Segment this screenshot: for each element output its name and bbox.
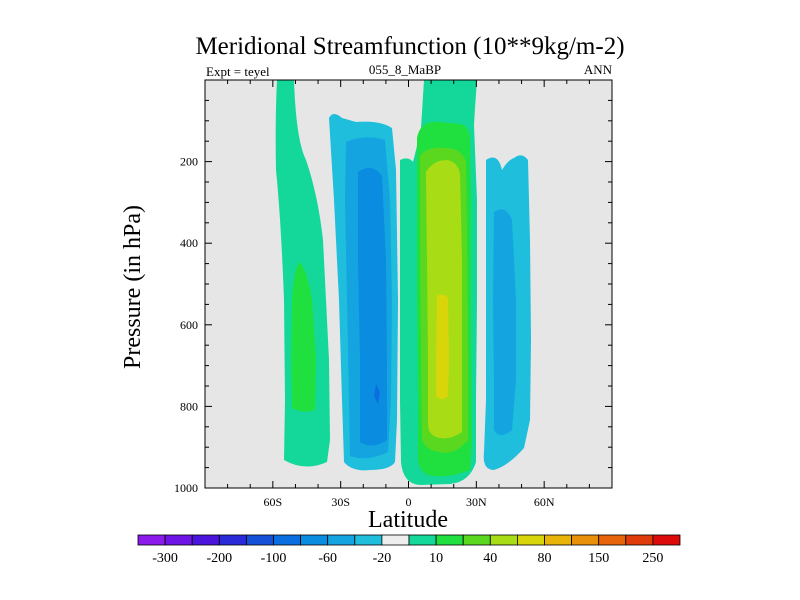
colorbar-swatch [137, 534, 166, 546]
colorbar-label: -100 [261, 551, 287, 566]
contour-fills [275, 80, 531, 485]
x-axis-label: Latitude [368, 507, 448, 533]
colorbar-label: 10 [429, 551, 443, 566]
contour-hadley-core [436, 294, 449, 399]
x-tick-label: 30N [466, 495, 487, 509]
colorbar-label: -300 [152, 551, 178, 566]
colorbar-swatch [625, 534, 654, 546]
y-tick-label: 400 [180, 236, 198, 250]
x-tick-label: 30S [331, 495, 350, 509]
y-tick-label: 800 [180, 399, 198, 413]
y-axis-ticks: 200 400 600 800 1000 [174, 99, 612, 495]
y-axis-label: Pressure (in hPa) [120, 205, 146, 369]
subtitle-left: Expt = teyel [206, 64, 270, 79]
y-tick-label: 200 [180, 155, 198, 169]
subtitle-center: 055_8_MaBP [369, 62, 441, 77]
colorbar-swatch [598, 534, 627, 546]
contour-nh-ferrel-60 [493, 209, 516, 435]
colorbar-swatch [517, 534, 545, 546]
colorbar-label: -200 [206, 551, 232, 566]
subtitle-right: ANN [584, 62, 613, 77]
colorbar-swatch [489, 534, 518, 546]
colorbar: -300 -200 -100 -60 -20 10 40 80 150 250 [137, 534, 681, 566]
x-tick-label: 60S [263, 495, 282, 509]
x-axis-ticks: 60S 30S 0 30N 60N [227, 80, 590, 509]
y-tick-label: 600 [180, 318, 198, 332]
colorbar-swatch [652, 534, 681, 546]
colorbar-swatch [164, 534, 193, 546]
colorbar-label: 40 [483, 551, 497, 566]
contour-sh-ferrel-100 [358, 167, 387, 446]
colorbar-label: 80 [538, 551, 552, 566]
colorbar-label: 250 [642, 551, 663, 566]
colorbar-swatch [354, 534, 383, 546]
colorbar-swatch [381, 534, 410, 546]
colorbar-swatch [191, 534, 220, 546]
colorbar-swatch [300, 534, 329, 546]
x-tick-label: 60N [534, 495, 555, 509]
colorbar-swatch [327, 534, 356, 546]
colorbar-label: -20 [373, 551, 392, 566]
colorbar-swatch [435, 534, 464, 546]
contour-sh-ferrel-core [374, 384, 380, 404]
y-tick-label: 1000 [174, 481, 198, 495]
colorbar-swatch [273, 534, 302, 546]
colorbar-label: 150 [588, 551, 609, 566]
colorbar-swatch [462, 534, 491, 546]
colorbar-swatch [245, 534, 274, 546]
colorbar-swatch [408, 534, 437, 546]
colorbar-swatch [544, 534, 573, 546]
chart-title: Meridional Streamfunction (10**9kg/m-2) [195, 33, 624, 60]
colorbar-label: -60 [318, 551, 337, 566]
contour-sh-polar-40 [291, 262, 316, 412]
x-tick-label: 0 [406, 495, 412, 509]
colorbar-swatch [218, 534, 247, 546]
colorbar-swatch [571, 534, 600, 546]
